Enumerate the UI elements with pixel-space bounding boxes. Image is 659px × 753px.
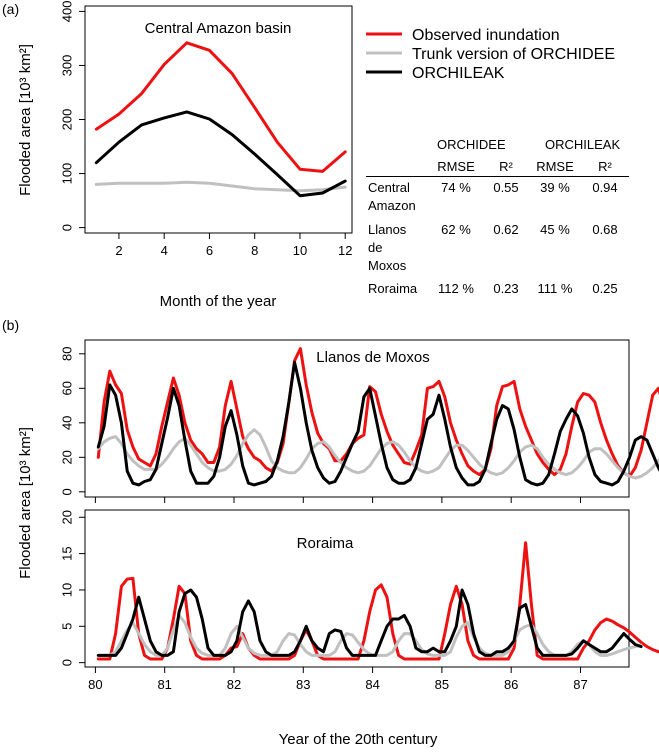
table-cell: 0.62	[493, 222, 519, 237]
legend-label-orchileak: ORCHILEAK	[412, 65, 505, 82]
table-cell: 0.23	[493, 281, 519, 296]
table-cell: 0.94	[592, 180, 618, 195]
panel-a-x-label: Month of the year	[160, 293, 277, 310]
panel-a-title: Central Amazon basin	[145, 20, 292, 37]
legend: Observed inundation Trunk version of ORC…	[366, 27, 615, 82]
panel-b-top-title: Llanos de Moxos	[316, 349, 429, 366]
table-metric-header: R²	[598, 159, 612, 174]
panel-b-top-chart: Llanos de Moxos 0 20 40 60 80	[60, 339, 659, 503]
series-line-observed-inundation	[94, 41, 347, 173]
table-group-header: ORCHILEAK	[545, 137, 621, 152]
series-line-orchileak	[94, 110, 347, 198]
table-cell: 74 %	[441, 180, 471, 195]
table-cell: 45 %	[540, 222, 570, 237]
table-site-name: Llanos	[368, 222, 407, 237]
panel-b-top-frame	[84, 339, 630, 498]
table-metric-header: R²	[499, 159, 513, 174]
x-tick-label: 84	[365, 677, 379, 692]
table-header-rule	[366, 176, 629, 177]
panel-b-bottom-title: Roraima	[297, 535, 354, 552]
y-tick-label: 300	[60, 55, 75, 77]
y-tick-label: 0	[60, 659, 75, 666]
x-tick-label: 2	[115, 243, 122, 258]
x-tick-label: 85	[435, 677, 449, 692]
panel-b-y-label: Flooded area [10³ km²]	[17, 427, 34, 579]
table-cell: 39 %	[540, 180, 570, 195]
table-cell: 0.55	[493, 180, 519, 195]
panel-a-y-label: Flooded area [10³ km²]	[17, 44, 34, 196]
series-line-trunk-version-of-orchidee	[96, 428, 659, 480]
y-tick-label: 400	[60, 1, 75, 23]
y-tick-label: 0	[60, 224, 75, 231]
y-tick-label: 80	[60, 347, 75, 361]
series-line-observed-inundation	[96, 541, 659, 661]
x-tick-label: 12	[338, 243, 352, 258]
series-line-trunk-version-of-orchidee	[96, 613, 643, 657]
y-tick-label: 100	[60, 163, 75, 185]
y-tick-label: 0	[60, 488, 75, 495]
stats-table: ORCHIDEE ORCHILEAK RMSE R² RMSE R² Centr…	[0, 0, 659, 330]
panel-b-bottom-frame	[84, 509, 630, 668]
y-tick-label: 60	[60, 381, 75, 395]
table-site-name: Roraima	[368, 281, 418, 296]
table-cell: 62 %	[441, 222, 471, 237]
table-cell: 111 %	[537, 281, 573, 296]
panel-b-bottom-chart: Roraima Year of the 20th century 0 5 10 15 2…	[60, 509, 659, 748]
y-tick-label: 20	[60, 450, 75, 464]
table-metric-header: RMSE	[536, 159, 574, 174]
table-site-name: Moxos	[368, 258, 407, 273]
legend-label-observed: Observed inundation	[412, 27, 560, 44]
table-metric-header: RMSE	[437, 159, 475, 174]
series-line-observed-inundation	[96, 347, 659, 478]
panel-a-letter: (a)	[2, 1, 19, 17]
y-tick-label: 5	[60, 623, 75, 630]
series-line-trunk-version-of-orchidee	[94, 180, 347, 193]
x-tick-label: 86	[504, 677, 518, 692]
table-cell: 112 %	[438, 281, 474, 296]
x-tick-label: 83	[296, 677, 310, 692]
series-line-orchileak	[96, 360, 659, 487]
y-tick-label: 40	[60, 416, 75, 430]
x-tick-label: 6	[206, 243, 213, 258]
y-tick-label: 200	[60, 109, 75, 131]
y-tick-label: 20	[60, 510, 75, 524]
table-cell: 0.25	[592, 281, 618, 296]
x-tick-label: 10	[293, 243, 307, 258]
x-tick-label: 80	[88, 677, 102, 692]
x-tick-label: 4	[161, 243, 168, 258]
panel-b-x-label: Year of the 20th century	[279, 731, 438, 748]
panel-a-chart: Central Amazon basin Month of the year F…	[17, 1, 353, 310]
x-tick-label: 87	[573, 677, 587, 692]
table-site-name: Central	[368, 180, 410, 195]
table-site-name: de	[368, 240, 383, 255]
x-tick-label: 8	[251, 243, 258, 258]
x-tick-label: 82	[227, 677, 241, 692]
y-tick-label: 10	[60, 583, 75, 597]
panel-b-letter: (b)	[2, 317, 19, 333]
x-tick-label: 81	[157, 677, 171, 692]
table-group-header: ORCHIDEE	[437, 137, 506, 152]
table-site-name: Amazon	[368, 198, 416, 213]
legend-label-trunk: Trunk version of ORCHIDEE	[412, 46, 615, 63]
y-tick-label: 15	[60, 546, 75, 560]
series-line-orchileak	[96, 588, 643, 657]
table-cell: 0.68	[592, 222, 618, 237]
